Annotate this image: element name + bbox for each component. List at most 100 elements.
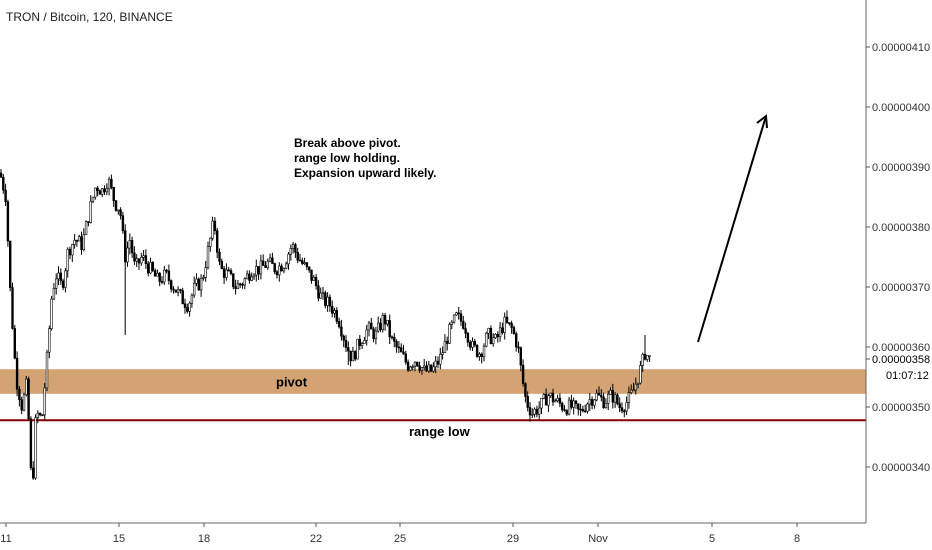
candle-body [167, 270, 171, 281]
candle-body [531, 413, 534, 416]
candle-body [105, 188, 109, 193]
candle [482, 343, 486, 362]
candle-body [149, 262, 152, 274]
arrow-shaft [697, 115, 767, 343]
candle [71, 243, 74, 263]
candle [98, 189, 102, 195]
candle [153, 268, 157, 277]
candle-body [595, 392, 598, 401]
candle [593, 398, 596, 409]
candle [468, 339, 472, 351]
candle-body [179, 289, 182, 291]
candle [512, 325, 516, 335]
candle [335, 307, 338, 325]
candle-body [583, 410, 587, 413]
candle-body [266, 260, 269, 269]
range-low-label: range low [409, 424, 471, 439]
candle [94, 187, 97, 200]
candle [167, 264, 171, 285]
candle-body [158, 272, 161, 282]
candle-body [565, 410, 569, 415]
candle [422, 359, 426, 371]
candle-body [321, 292, 325, 295]
candle-body [505, 316, 509, 323]
candle [406, 359, 410, 372]
candle-body [491, 337, 495, 344]
candle [583, 404, 587, 413]
candle [333, 307, 336, 318]
candle-body [130, 240, 134, 254]
candle-body [508, 322, 511, 324]
candle-body [457, 312, 460, 315]
candle-body [450, 321, 453, 325]
candle [496, 331, 499, 343]
projection-arrow[interactable] [697, 114, 768, 343]
candle [204, 260, 207, 282]
candle [475, 344, 479, 358]
candle [124, 224, 127, 335]
candle [264, 261, 267, 269]
candle [487, 327, 490, 340]
candle-body [429, 364, 433, 372]
candle [581, 405, 585, 413]
candle-body [181, 290, 184, 305]
candle-body [324, 292, 327, 306]
candle-body [365, 329, 368, 341]
candle [271, 252, 274, 264]
candle-body [36, 412, 40, 419]
candle [590, 396, 594, 410]
candle [206, 241, 210, 270]
time-axis[interactable]: 11 15 18 22 25 29 Nov 5 8 [0, 522, 866, 545]
candle-body [402, 351, 405, 355]
time-axis-ticks: 11 15 18 22 25 29 Nov 5 8 [0, 523, 800, 545]
candle [436, 356, 440, 369]
candle [160, 276, 164, 285]
candle-body [517, 346, 520, 349]
candle [227, 266, 230, 272]
candle [616, 393, 619, 406]
candle [416, 361, 419, 367]
candle [234, 279, 237, 295]
candle [390, 335, 394, 340]
candle [190, 293, 194, 308]
candle-body [337, 321, 341, 328]
arrow-head [756, 114, 768, 129]
candle-body [494, 334, 497, 339]
price-tick-label: 0.00000340 [872, 462, 930, 474]
candle [641, 352, 644, 373]
price-axis[interactable]: 0.000003400.000003500.000003600.00000370… [865, 0, 931, 523]
candle [567, 396, 571, 416]
candle [20, 396, 23, 415]
candle [450, 320, 453, 330]
candle-body [602, 396, 605, 409]
candle-body [289, 247, 292, 255]
candle-body [282, 268, 286, 272]
candle-body [96, 187, 99, 191]
zone-layer [0, 369, 866, 422]
candle [301, 257, 304, 266]
candle [604, 398, 608, 409]
candle-body [478, 353, 481, 357]
candle [531, 408, 534, 419]
candle [110, 174, 113, 190]
candle-body [59, 272, 63, 282]
candle [2, 173, 5, 194]
candle-body [420, 367, 424, 371]
candle-body [579, 408, 582, 411]
candle-body [89, 200, 92, 223]
candle [393, 333, 396, 348]
candle [236, 279, 240, 290]
candle-body [107, 178, 111, 190]
candle [397, 340, 401, 353]
candle [43, 383, 46, 420]
candle-body [52, 288, 56, 300]
candle [248, 270, 251, 284]
candle-body [103, 188, 106, 193]
annotation-line: Expansion upward likely. [294, 166, 436, 180]
candle [551, 388, 555, 406]
candle-body [351, 351, 355, 362]
candle [547, 393, 550, 412]
candle-body [317, 285, 320, 299]
candle [443, 334, 447, 354]
